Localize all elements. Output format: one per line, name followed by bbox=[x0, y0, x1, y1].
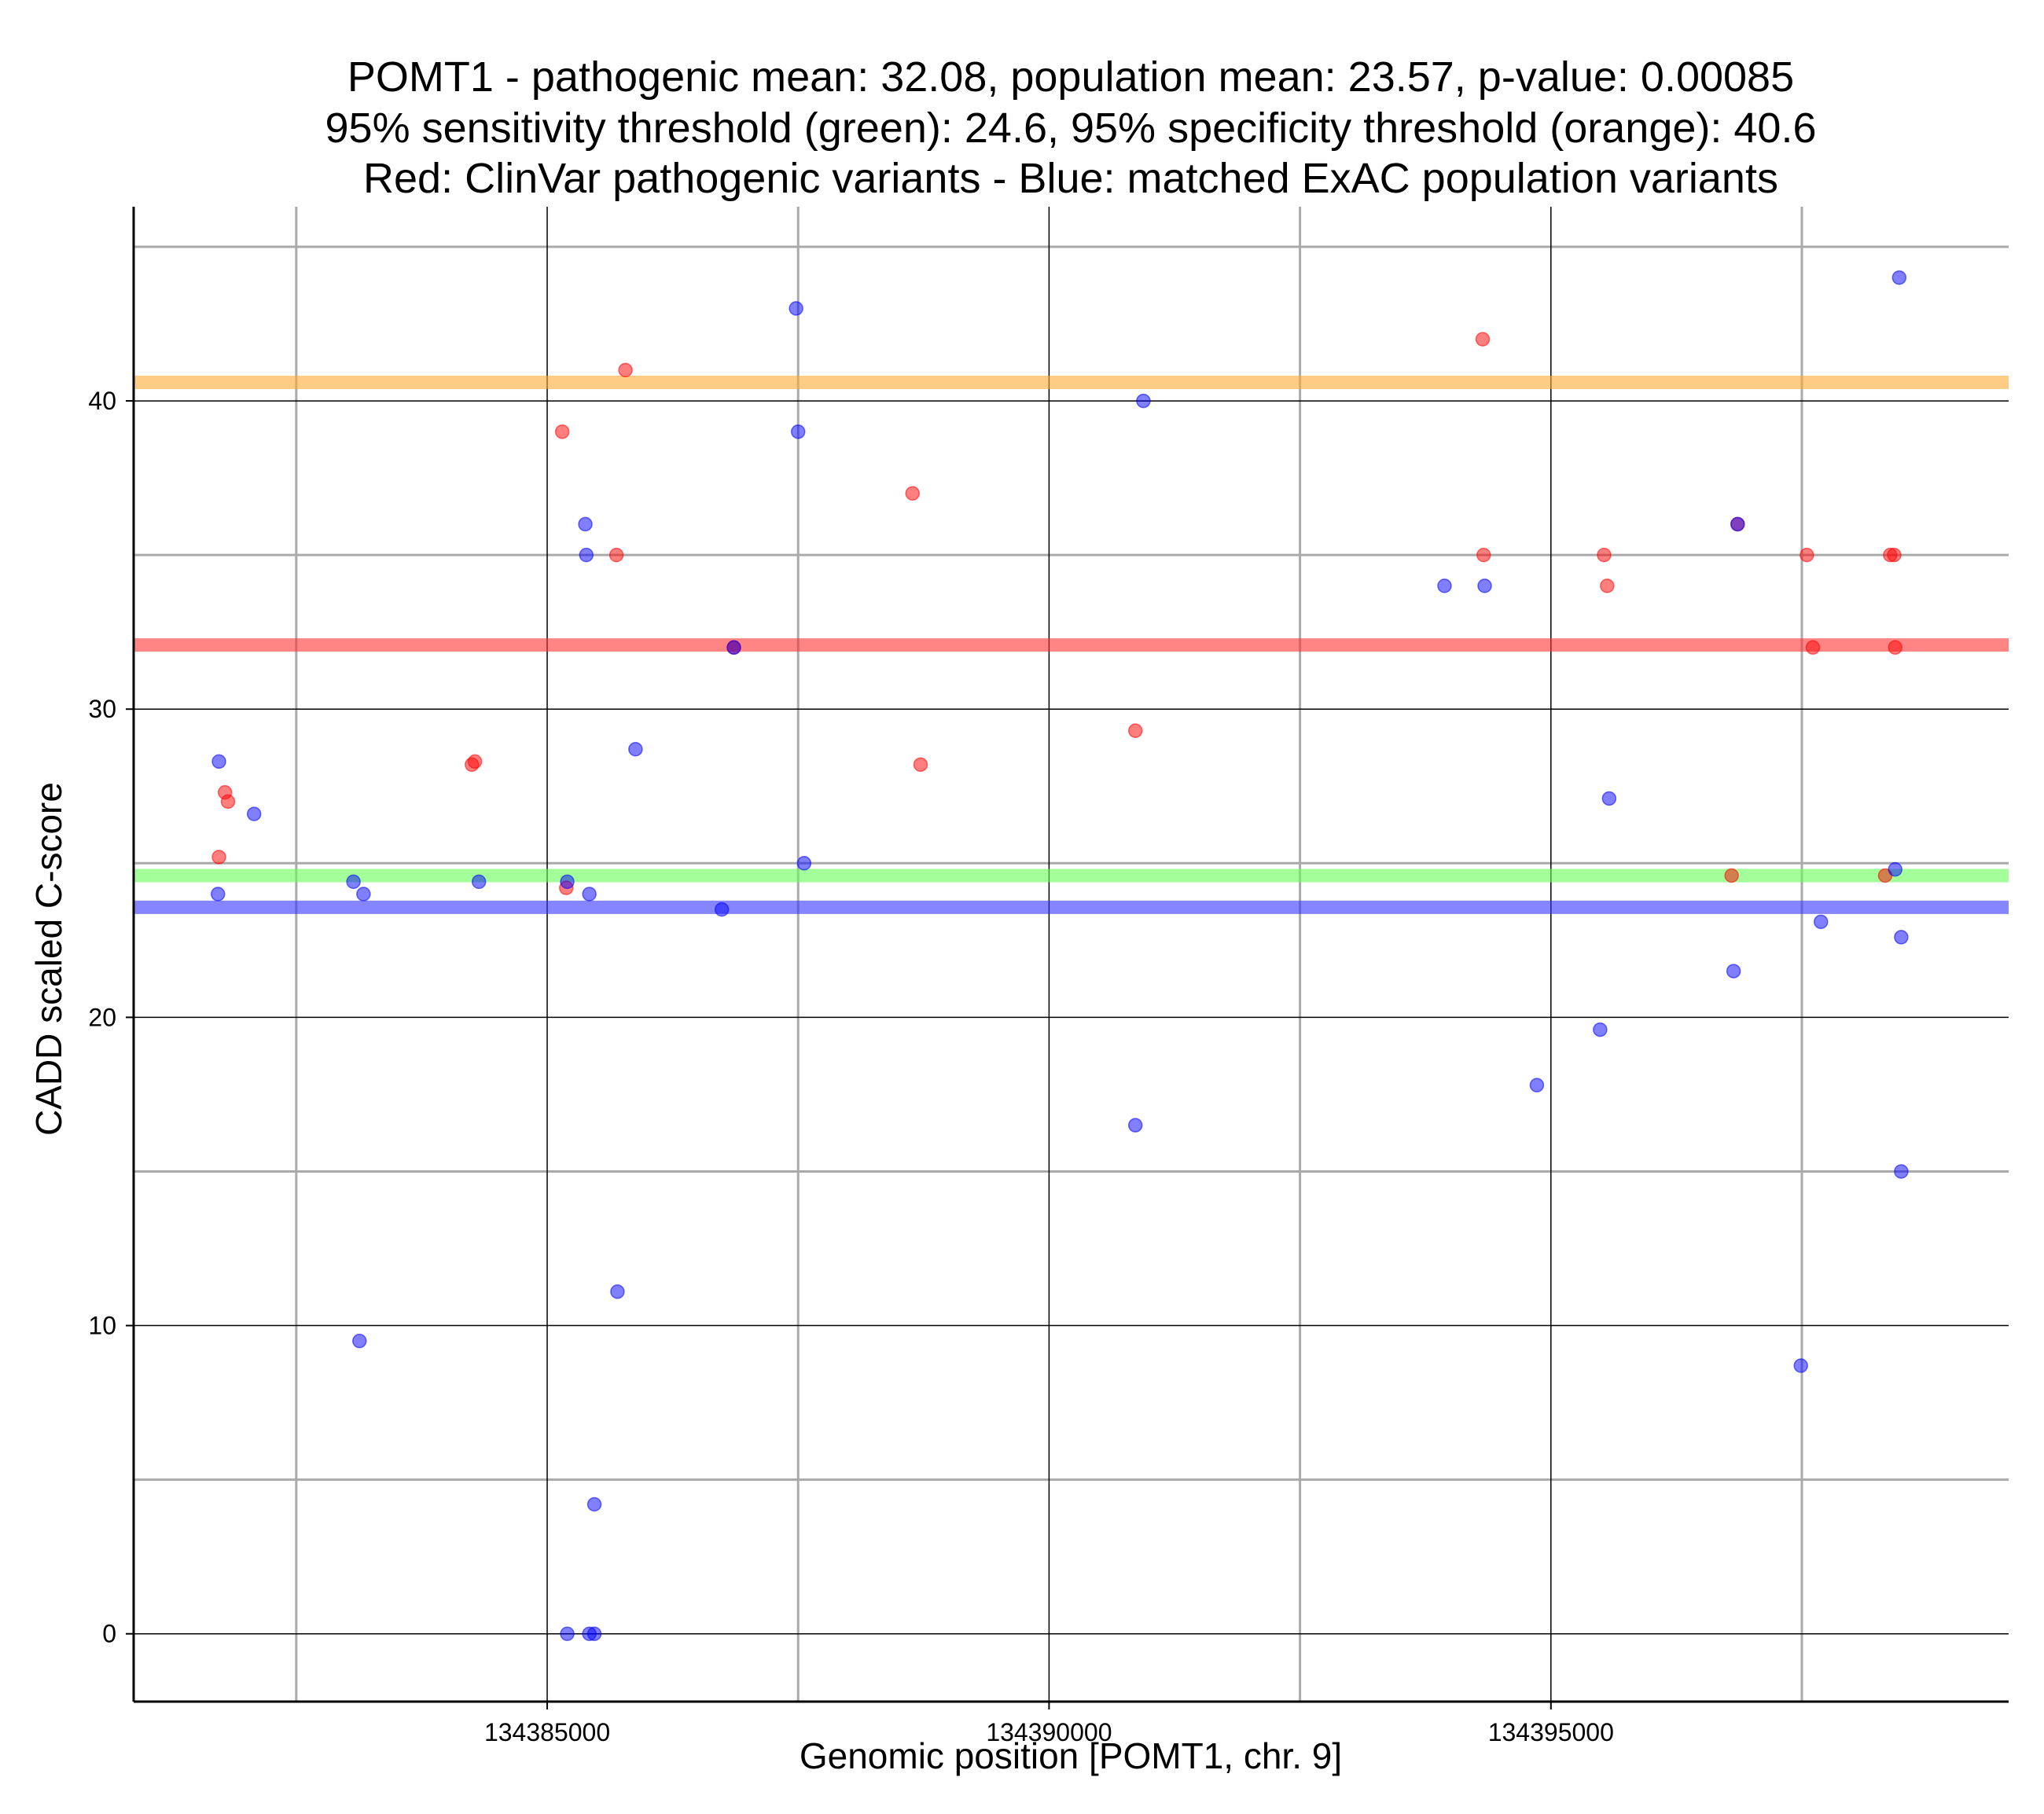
population-variant-point bbox=[356, 887, 371, 901]
population-variant-point bbox=[578, 516, 593, 532]
population-variant-point bbox=[790, 424, 806, 439]
population-variant-point bbox=[796, 856, 812, 871]
population-variant-point bbox=[1793, 1358, 1808, 1373]
y-tick-label: 0 bbox=[102, 1620, 116, 1648]
population-variant-point bbox=[560, 1626, 575, 1641]
pathogenic-variant-point bbox=[913, 757, 928, 773]
population-variant-point bbox=[1127, 1118, 1143, 1133]
population-variant-point bbox=[1888, 861, 1902, 877]
pathogenic-variant-point bbox=[1127, 723, 1143, 738]
population-variant-point bbox=[1601, 791, 1617, 806]
chart-title: POMT1 - pathogenic mean: 32.08, populati… bbox=[325, 53, 1817, 202]
population-variant-point bbox=[1136, 393, 1151, 409]
population-variant-point bbox=[1894, 1164, 1909, 1179]
pathogenic-variant-point bbox=[1600, 578, 1615, 593]
population-variant-point bbox=[579, 547, 594, 563]
population-variant-point bbox=[1891, 270, 1907, 285]
pathogenic-variant-point bbox=[1800, 547, 1814, 563]
population-variant-point bbox=[1726, 964, 1741, 979]
title-line-2: 95% sensitivity threshold (green): 24.6,… bbox=[325, 105, 1817, 152]
population-variant-point bbox=[246, 806, 262, 821]
x-tick-label: 134395000 bbox=[1488, 1718, 1614, 1746]
x-axis-label: Genomic position [POMT1, chr. 9] bbox=[800, 1735, 1342, 1776]
population-variant-point bbox=[1813, 914, 1829, 930]
x-tick-label: 134390000 bbox=[986, 1718, 1112, 1746]
population-variant-point bbox=[586, 1626, 602, 1641]
y-tick-label: 40 bbox=[88, 387, 116, 415]
pathogenic-variant-point bbox=[608, 547, 624, 563]
population-variant-point bbox=[714, 901, 730, 917]
population-variant-point bbox=[582, 887, 597, 901]
pathogenic-variant-point bbox=[618, 362, 633, 378]
pathogenic-variant-point bbox=[1888, 640, 1902, 655]
population-variant-point bbox=[586, 1496, 602, 1512]
population-variant-point bbox=[789, 301, 803, 316]
population-variant-point bbox=[628, 741, 643, 757]
pathogenic-variant-point bbox=[905, 486, 921, 501]
grid-lines bbox=[134, 207, 2009, 1702]
y-tick-label: 20 bbox=[88, 1003, 116, 1031]
population-variant-point bbox=[1529, 1078, 1545, 1092]
pathogenic-variant-point bbox=[1475, 332, 1491, 347]
title-line-3: Red: ClinVar pathogenic variants - Blue:… bbox=[363, 155, 1778, 202]
y-tick-label: 10 bbox=[88, 1312, 116, 1340]
population-variant-point bbox=[1894, 930, 1909, 945]
population-variant-point bbox=[1477, 578, 1492, 593]
population-variant-point bbox=[211, 754, 226, 769]
pathogenic-variant-point bbox=[1724, 868, 1739, 883]
y-axis-label: CADD scaled C-score bbox=[28, 782, 69, 1136]
pathogenic-variant-point bbox=[1597, 547, 1612, 563]
pathogenic-variant-point bbox=[554, 424, 570, 439]
pathogenic-variant-point bbox=[1887, 547, 1902, 563]
pathogenic-variant-point bbox=[467, 754, 483, 769]
pathogenic-variant-point bbox=[1805, 640, 1821, 655]
population-variant-point bbox=[1593, 1022, 1608, 1037]
title-line-1: POMT1 - pathogenic mean: 32.08, populati… bbox=[347, 53, 1794, 101]
population-variant-point bbox=[726, 640, 741, 655]
pathogenic-variant-point bbox=[220, 794, 236, 810]
population-variant-point bbox=[346, 874, 361, 890]
population-variant-point bbox=[471, 874, 487, 890]
population-variant-point bbox=[1730, 516, 1745, 532]
population-variant-point bbox=[610, 1284, 625, 1299]
population-variant-point bbox=[1437, 578, 1452, 593]
pathogenic-variant-point bbox=[211, 850, 226, 865]
axes bbox=[132, 207, 2009, 1703]
variant-points bbox=[210, 270, 1909, 1641]
population-variant-point bbox=[352, 1333, 367, 1349]
pathogenic-variant-point bbox=[1476, 547, 1491, 563]
y-tick-label: 30 bbox=[88, 695, 116, 723]
population-variant-point bbox=[210, 887, 226, 901]
x-tick-label: 134385000 bbox=[484, 1718, 610, 1746]
threshold-lines bbox=[134, 376, 2009, 914]
population-variant-point bbox=[560, 874, 575, 890]
tick-labels: 134385000 134390000 134395000 0 10 20 30 40 bbox=[88, 387, 1613, 1746]
